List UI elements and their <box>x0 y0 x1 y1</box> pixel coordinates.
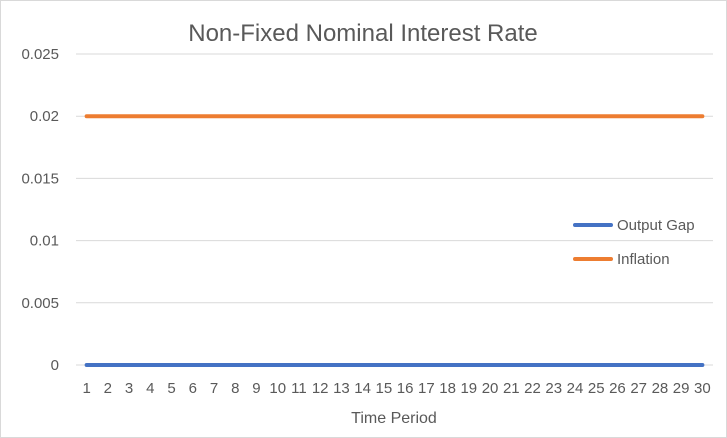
series-lines <box>84 114 705 367</box>
x-tick-label: 1 <box>82 380 90 397</box>
x-tick-label: 11 <box>291 380 307 397</box>
y-tick-label: 0.025 <box>21 46 59 63</box>
x-axis-title: Time Period <box>351 410 437 427</box>
x-tick-label: 19 <box>460 380 477 397</box>
x-tick-label: 26 <box>609 380 626 397</box>
x-tick-label: 2 <box>104 380 112 397</box>
x-tick-label: 12 <box>312 380 329 397</box>
x-tick-label: 20 <box>482 380 499 397</box>
x-tick-label: 16 <box>397 380 414 397</box>
x-tick-label: 10 <box>269 380 286 397</box>
x-tick-label: 17 <box>418 380 435 397</box>
x-tick-label: 25 <box>588 380 605 397</box>
x-tick-label: 5 <box>167 380 175 397</box>
y-tick-label: 0.02 <box>30 108 59 125</box>
x-tick-label: 13 <box>333 380 350 397</box>
y-tick-label: 0 <box>51 357 59 374</box>
x-axis-tick-labels: 1 2 3 4 5 6 7 8 9 10 11 12 13 14 15 16 17 18 19 20 21 22 23 24 2… <box>82 380 710 397</box>
x-tick-label: 18 <box>439 380 456 397</box>
x-tick-label: 21 <box>503 380 520 397</box>
x-tick-label: 24 <box>567 380 584 397</box>
x-tick-label: 14 <box>354 380 371 397</box>
x-tick-label: 3 <box>125 380 133 397</box>
x-tick-label: 8 <box>231 380 239 397</box>
x-tick-label: 22 <box>524 380 541 397</box>
x-tick-label: 6 <box>189 380 197 397</box>
x-tick-label: 4 <box>146 380 154 397</box>
x-tick-label: 15 <box>376 380 393 397</box>
x-tick-label: 27 <box>630 380 647 397</box>
chart-title: Non-Fixed Nominal Interest Rate <box>188 20 537 47</box>
y-axis-tick-labels: 0.025 0.02 0.015 0.01 0.005 0 <box>21 46 59 374</box>
legend: Output Gap Inflation <box>573 217 695 268</box>
x-tick-label: 29 <box>673 380 690 397</box>
y-tick-label: 0.005 <box>21 295 59 312</box>
x-tick-label: 30 <box>694 380 711 397</box>
x-tick-label: 28 <box>652 380 669 397</box>
x-tick-label: 9 <box>252 380 260 397</box>
legend-entry: Inflation <box>617 251 670 268</box>
y-tick-label: 0.01 <box>30 233 59 250</box>
y-tick-label: 0.015 <box>21 170 59 187</box>
legend-entry: Output Gap <box>617 217 695 234</box>
x-tick-label: 23 <box>545 380 562 397</box>
x-tick-label: 7 <box>210 380 218 397</box>
